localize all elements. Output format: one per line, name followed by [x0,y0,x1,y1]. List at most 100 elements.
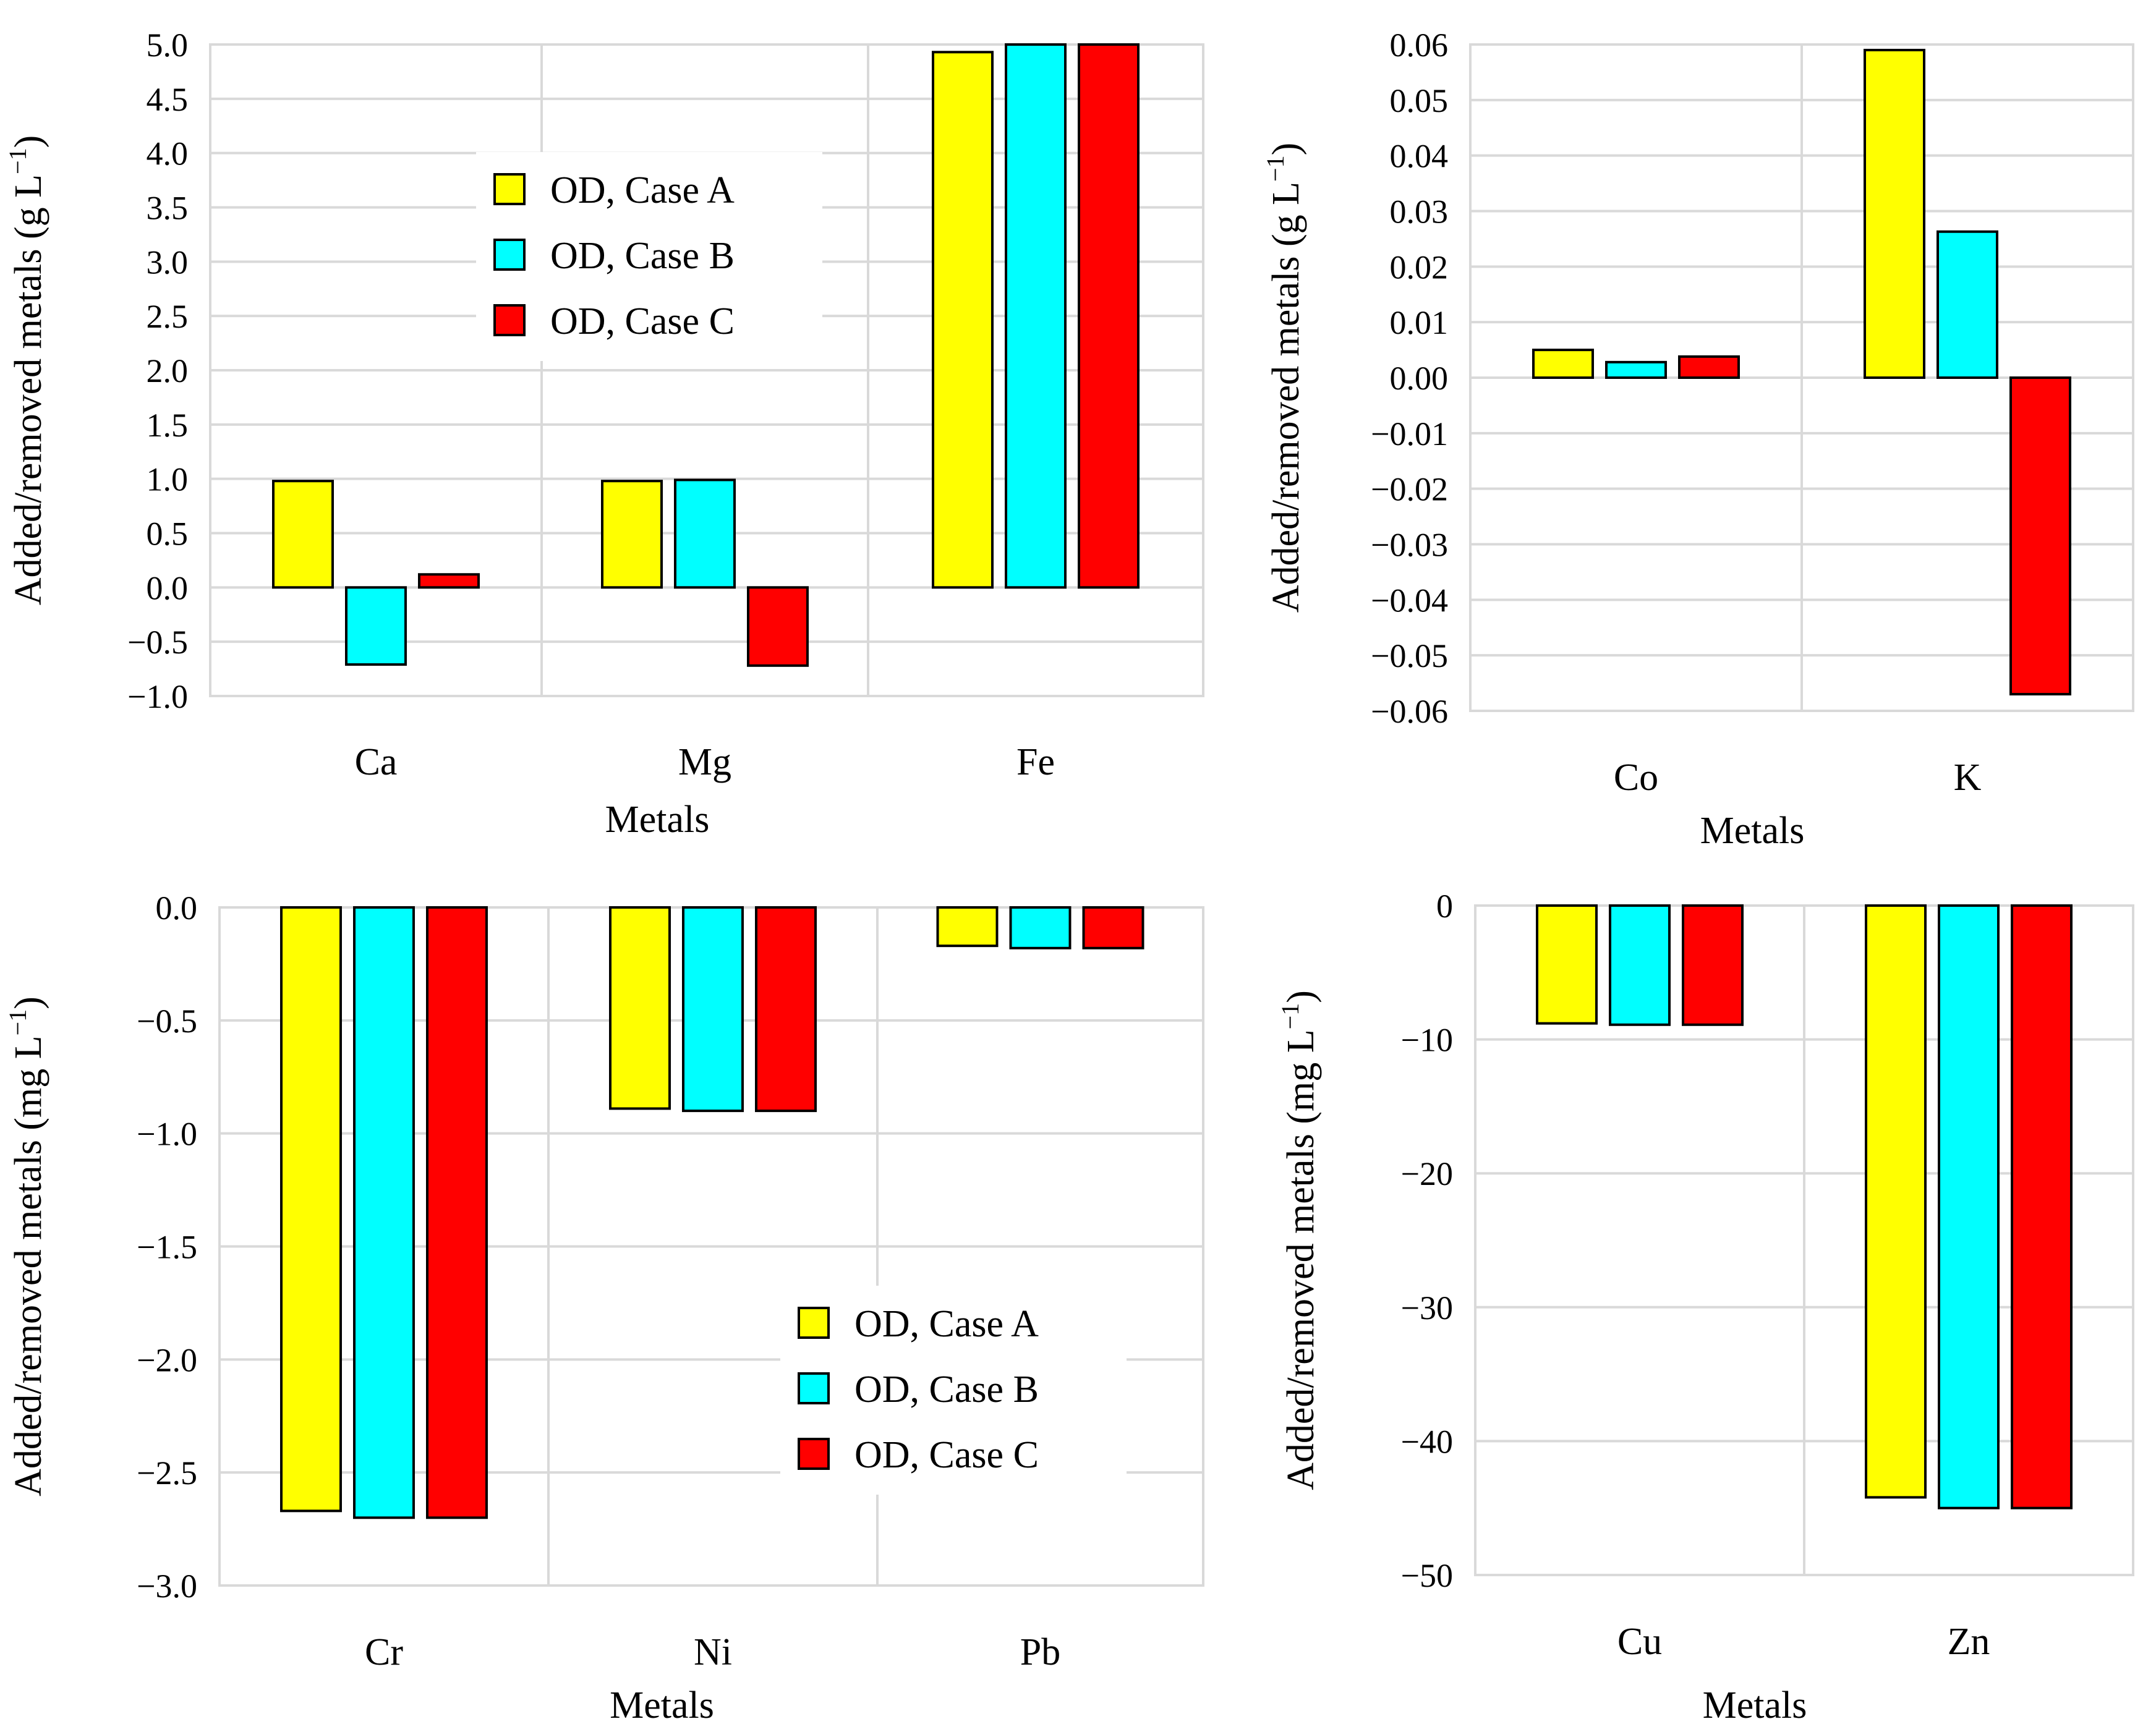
y-tick-label: −30 [1401,1289,1453,1327]
bar-ni-case-c [755,906,817,1113]
chart-panel-ca-mg-fe: −1.0 −0.5 0.0 0.5 1.0 1.5 2.0 2.5 3.0 3.5 4.0 4.5 5.… [4,27,1204,841]
bar-co-case-a [1532,349,1594,379]
legend-swatch [798,1438,830,1470]
bar-ca-case-c [418,573,480,589]
chart-panel-co-k: −0.06 −0.05 −0.04 −0.03 −0.02 −0.01 0.00 0.01 0.… [1261,27,2134,852]
y-tick-label: −20 [1401,1155,1453,1192]
x-axis-title: Metals [605,799,710,841]
bar-ni-case-b [682,906,744,1113]
bar-zn-case-a [1865,904,1927,1499]
y-tick-label: −0.05 [1371,637,1448,674]
legend-label: OD, Case A [854,1303,1039,1345]
y-tick-label: 0.05 [1390,82,1449,119]
y-axis-title: Added/removed metals (g L−1) [4,135,49,606]
bar-mg-case-a [601,480,663,589]
bar-zn-case-c [2011,904,2073,1509]
y-tick-label: 0.06 [1390,27,1449,64]
bar-cu-case-b [1609,904,1671,1026]
category-label: Mg [678,741,731,783]
bar-ca-case-a [272,480,334,589]
legend-background [476,152,822,361]
y-tick-label: −40 [1401,1423,1453,1460]
category-label: Pb [1020,1631,1060,1673]
category-label: Ca [355,741,398,783]
y-tick-label: −10 [1401,1022,1453,1059]
bar-mg-case-b [674,478,736,589]
y-tick-label: 0.04 [1390,138,1449,175]
y-tick-label: 2.0 [147,352,189,389]
bar-k-case-c [2009,376,2071,696]
bar-co-case-b [1605,360,1667,380]
bar-cr-case-a [280,906,342,1513]
y-tick-label: −0.04 [1371,582,1448,619]
category-label: Zn [1948,1621,1990,1663]
y-tick-label: −1.5 [137,1229,197,1266]
bar-cu-case-c [1682,904,1744,1026]
y-tick-label: 0.0 [147,569,189,606]
legend-swatch [493,173,526,205]
y-tick-label: 1.0 [147,461,189,498]
bar-cr-case-c [426,906,488,1519]
x-axis-title: Metals [610,1684,714,1726]
y-tick-label: −0.03 [1371,527,1448,564]
x-axis-title: Metals [1700,810,1805,852]
category-label: Fe [1016,741,1055,783]
bar-zn-case-b [1938,904,2000,1509]
y-tick-label: 5.0 [147,27,189,64]
y-axis-title: Added/removed metals (g L−1) [1261,143,1307,613]
chart-panel-cu-zn: −50 −40 −30 −20 −10 0 Cu Zn Metals Added/removed … [1276,888,2134,1726]
y-tick-label: −50 [1401,1557,1453,1594]
y-tick-label: −2.5 [137,1454,197,1492]
y-tick-label: −1.0 [127,678,188,715]
bar-k-case-b [1937,230,1998,380]
legend: OD, Case A OD, Case B OD, Case C [780,1286,1127,1495]
y-tick-label: 2.5 [147,298,189,335]
category-label: Co [1614,757,1658,799]
y-axis-title: Added/removed metals (mg L−1) [1276,990,1322,1490]
bar-pb-case-b [1009,906,1072,949]
category-label: Cr [365,1631,403,1673]
y-tick-label: 0.00 [1390,360,1449,397]
bar-cr-case-b [353,906,415,1519]
legend-swatch [493,304,526,336]
x-axis-title: Metals [1703,1684,1807,1726]
bar-ca-case-b [345,586,407,666]
y-tick-label: 4.5 [147,81,189,118]
y-tick-label: −0.5 [137,1003,197,1040]
y-tick-label: −0.06 [1371,693,1448,730]
y-tick-label: 0.5 [147,516,189,553]
category-label: Cu [1617,1621,1662,1663]
y-tick-label: −2.0 [137,1341,197,1378]
legend-label: OD, Case B [854,1369,1039,1411]
bar-co-case-c [1678,355,1740,380]
y-tick-label: −3.0 [137,1568,197,1605]
y-tick-label: −0.01 [1371,415,1448,452]
y-tick-label: 0.02 [1390,248,1449,286]
y-tick-label: 1.5 [147,407,189,444]
legend: OD, Case A OD, Case B OD, Case C [476,152,822,361]
chart-panel-cr-ni-pb: −3.0 −2.5 −2.0 −1.5 −1.0 −0.5 0.0 Cr Ni Pb Metals A… [4,889,1204,1726]
plot-frame [209,43,1204,697]
bar-pb-case-c [1082,906,1144,949]
y-tick-label: −0.02 [1371,471,1448,508]
category-label: Ni [694,1631,732,1673]
bar-fe-case-c [1078,43,1140,589]
legend-label: OD, Case A [550,169,735,211]
y-tick-label: 0 [1436,888,1453,925]
legend-swatch [493,239,526,271]
legend-label: OD, Case B [550,235,735,277]
bar-ni-case-a [609,906,671,1110]
y-tick-label: −1.0 [137,1116,197,1153]
category-label: K [1954,757,1982,799]
bar-mg-case-c [747,586,809,667]
bar-fe-case-b [1005,43,1067,589]
bar-fe-case-a [932,51,994,589]
y-tick-label: 0.0 [156,889,198,927]
legend-label: OD, Case C [550,300,735,342]
y-tick-label: −0.5 [127,624,188,661]
y-tick-label: 3.5 [147,190,189,227]
legend-background [780,1286,1127,1495]
y-tick-label: 0.01 [1390,304,1449,341]
y-tick-label: 0.03 [1390,193,1449,231]
